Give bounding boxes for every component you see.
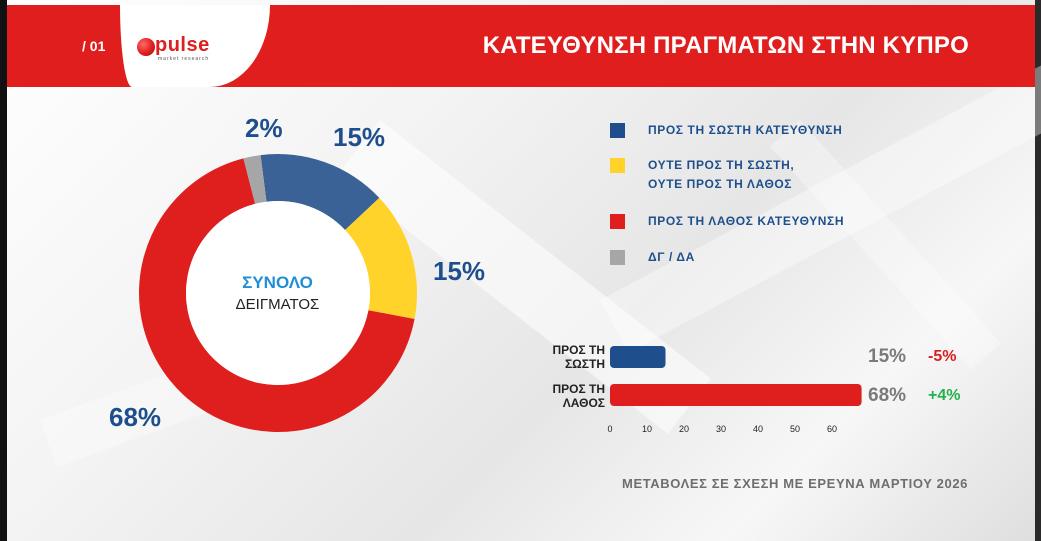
x-tick-label: 50: [789, 424, 801, 434]
legend-swatch-neither: [610, 158, 625, 173]
slice-wrong: [139, 158, 415, 432]
bar-wrong: [610, 384, 862, 406]
bar-value-wrong: 68%: [868, 385, 907, 406]
bar-category-correct-line1: ΠΡΟΣ ΤΗ: [552, 343, 605, 357]
bar-correct: [610, 346, 666, 368]
slice-label-neither: 15%: [433, 256, 486, 286]
donut-center-title: ΣΥΝΟΛΟ: [242, 273, 313, 292]
donut-hole: [186, 201, 370, 385]
slice-correct: [260, 153, 380, 231]
legend-swatch-correct: [610, 123, 625, 138]
x-tick-label: 20: [678, 424, 690, 434]
legend-item-correct: ΠΡΟΣ ΤΗ ΣΩΣΤΗ ΚΑΤΕΥΘΥΝΣΗ: [648, 123, 843, 137]
legend-item-dk: ΔΓ / ΔΑ: [648, 250, 695, 264]
x-tick-label: 10: [641, 424, 653, 434]
bar-category-wrong-line1: ΠΡΟΣ ΤΗ: [552, 382, 605, 396]
x-tick-label: 40: [752, 424, 764, 434]
bar-category-correct-line2: ΣΩΣΤΗ: [564, 357, 605, 371]
window-edge-left: [0, 0, 7, 541]
slice-label-dk: 2%: [245, 113, 283, 143]
bar-change-wrong: +4%: [928, 387, 961, 404]
donut-center-subtitle: ΔΕΙΓΜΑΤΟΣ: [235, 296, 320, 313]
legend-item-wrong: ΠΡΟΣ ΤΗ ΛΑΘΟΣ ΚΑΤΕΥΘΥΝΣΗ: [648, 214, 845, 228]
slice-neither: [345, 197, 418, 320]
pulse-logo-icon: [137, 38, 155, 56]
legend-swatch-wrong: [610, 214, 625, 229]
slice-label-correct: 15%: [333, 122, 386, 152]
legend-swatch-dk: [610, 250, 625, 265]
x-tick-label: 0: [607, 424, 613, 434]
slice-label-wrong: 68%: [109, 402, 162, 432]
legend-item-neither-line2: ΟΥΤΕ ΠΡΟΣ ΤΗ ΛΑΘΟΣ: [648, 177, 793, 191]
slide-number: / 01: [82, 38, 106, 54]
x-tick-label: 30: [715, 424, 727, 434]
footnote: ΜΕΤΑΒΟΛΕΣ ΣΕ ΣΧΕΣΗ ΜΕ ΕΡΕΥΝΑ ΜΑΡΤΙΟΥ 202…: [622, 476, 968, 491]
window-edge-right: [1035, 0, 1041, 541]
slice-dk: [243, 155, 267, 204]
x-tick-label: 60: [826, 424, 838, 434]
logo-wordmark: pulse: [155, 34, 210, 56]
legend-item-neither: ΟΥΤΕ ΠΡΟΣ ΤΗ ΣΩΣΤΗ,: [648, 158, 795, 172]
bar-category-wrong-line2: ΛΑΘΟΣ: [562, 396, 605, 410]
bar-value-correct: 15%: [868, 346, 907, 367]
page-title: ΚΑΤΕΥΘΥΝΣΗ ΠΡΑΓΜΑΤΩΝ ΣΤΗΝ ΚΥΠΡΟ: [482, 32, 969, 59]
logo-subtext: market research: [158, 56, 210, 62]
bar-change-correct: -5%: [928, 348, 957, 365]
